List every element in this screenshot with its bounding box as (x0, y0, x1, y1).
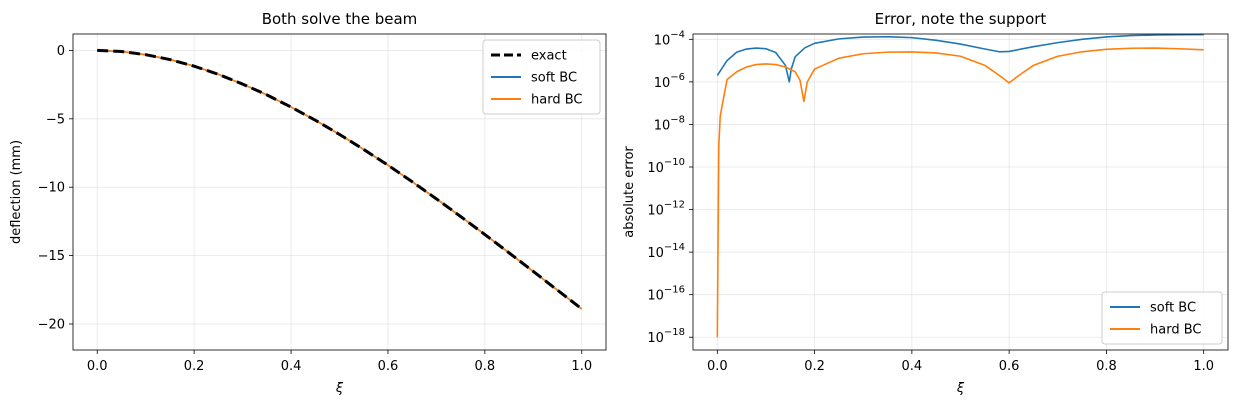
legend-box (482, 39, 601, 115)
chart-panel-2: 0.0 0.2 0.4 0.6 0.8 1.0 10−4 10−6 10−8 10−10 10−12… (622, 10, 1229, 396)
legend-label: soft BC (1150, 301, 1196, 316)
y-tick-label: 10−14 (647, 242, 685, 261)
y-tick-label: 0 (57, 44, 65, 59)
y-tick-label: 10−18 (647, 327, 685, 346)
x-tick-label: 1.0 (571, 359, 592, 374)
y-tick-label: −20 (38, 318, 65, 333)
x-tick-label: 0.8 (475, 359, 496, 374)
x-tick-label: 0.8 (1096, 359, 1117, 374)
axes-frame (692, 33, 1229, 351)
y-tick-label: −5 (46, 112, 65, 127)
x-tick-label: 0.4 (281, 359, 302, 374)
y-tick-label: 10−4 (654, 29, 685, 48)
y-tick-label: 10−8 (654, 114, 685, 133)
legend: exact soft BC hard BC (482, 39, 601, 115)
y-tick-label: 10−16 (647, 285, 685, 304)
x-tick-label: 0.0 (87, 359, 108, 374)
series-line-exact (97, 48, 583, 311)
y-tick-label: −10 (38, 181, 65, 196)
legend-box (1101, 291, 1223, 345)
axes-frame (72, 33, 607, 351)
x-tick-label: 0.2 (184, 359, 205, 374)
legend-label: soft BC (531, 71, 577, 86)
y-tick-label: 10−10 (647, 157, 685, 176)
legend-label: hard BC (531, 93, 582, 108)
x-axis-label: ξ (956, 381, 965, 396)
y-axis-label: deflection (mm) (9, 140, 24, 244)
chart-panel-1: 0.0 0.2 0.4 0.6 0.8 1.0 0 −5 −10 −15 −20 Both solve… (9, 10, 607, 396)
x-tick-label: 0.6 (999, 359, 1020, 374)
y-axis-label: absolute error (622, 146, 637, 238)
chart-title: Error, note the support (875, 10, 1047, 28)
x-tick-label: 0.2 (804, 359, 825, 374)
x-axis-label: ξ (335, 381, 344, 396)
chart-title: Both solve the beam (262, 10, 418, 28)
legend-label: hard BC (1150, 323, 1201, 338)
y-tick-label: 10−6 (654, 72, 685, 91)
legend-label: exact (531, 49, 567, 64)
x-tick-label: 0.6 (378, 359, 399, 374)
y-tick-label: 10−12 (647, 200, 685, 219)
series-line-hard-bc (716, 47, 1204, 338)
x-tick-label: 0.0 (707, 359, 728, 374)
legend: soft BC hard BC (1101, 291, 1223, 345)
series-line-soft-bc (716, 34, 1204, 83)
x-tick-label: 1.0 (1193, 359, 1214, 374)
y-tick-label: −15 (38, 249, 65, 264)
x-tick-label: 0.4 (902, 359, 923, 374)
